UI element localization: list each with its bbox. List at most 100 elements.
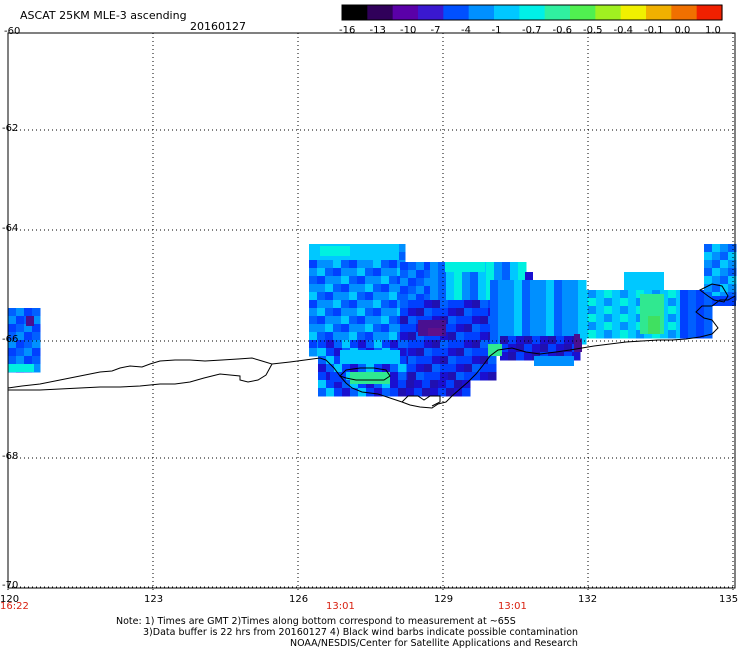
swath-cell <box>333 260 342 269</box>
swath-cell <box>704 284 713 293</box>
swath-cell <box>680 290 689 299</box>
swath-cell <box>408 262 417 271</box>
swath-cell <box>464 324 473 333</box>
swath-cell <box>414 388 423 397</box>
swath-cell <box>588 314 597 323</box>
swath-cell <box>424 286 433 295</box>
colorbar-segment <box>418 5 444 20</box>
swath-cell <box>424 308 433 317</box>
swath-cell <box>373 308 382 317</box>
swath-cell <box>546 280 555 289</box>
swath-cell <box>680 322 689 331</box>
swath-cell <box>514 304 523 313</box>
swath-cell <box>488 372 497 381</box>
swath-cell <box>456 348 465 357</box>
swath-cell <box>408 294 417 303</box>
swath-cell <box>490 296 499 305</box>
swath-cell <box>349 276 358 285</box>
colorbar-label: -0.6 <box>552 25 573 36</box>
coast-inlet-2 <box>401 395 441 407</box>
swath-cell <box>333 308 342 317</box>
swath-cell <box>486 262 495 271</box>
swath-cell <box>556 344 565 353</box>
swath-cell <box>430 286 439 295</box>
swath-cell <box>704 306 713 315</box>
swath-cell <box>454 278 463 287</box>
swath-cell <box>604 306 613 315</box>
lon-label: 132 <box>578 594 598 605</box>
swath-cell <box>32 356 41 365</box>
swath-cell <box>373 276 382 285</box>
swath-cell <box>416 332 425 341</box>
swath-cell <box>546 312 555 321</box>
swath-cell <box>325 324 334 333</box>
swath-cell <box>358 380 367 389</box>
swath-cell <box>416 262 425 271</box>
swath-cell <box>446 278 455 287</box>
swath-cell <box>408 324 417 333</box>
swath-cell <box>688 306 697 315</box>
swath-cell <box>438 388 447 397</box>
swath-cell <box>464 300 473 309</box>
swath-cell <box>381 260 390 269</box>
swath-cell <box>398 340 407 349</box>
swath-cell <box>424 270 433 279</box>
swath-cell <box>480 316 489 325</box>
colorbar-segment <box>342 5 368 20</box>
swath-cell <box>440 332 449 341</box>
swath-cell <box>454 380 463 389</box>
swath-cell <box>506 280 515 289</box>
swath-cell <box>448 372 457 381</box>
swath-cell <box>540 344 549 353</box>
swath-cell <box>456 340 465 349</box>
swath-cell <box>438 278 447 287</box>
swath-cell <box>326 348 335 357</box>
colorbar-label: -16 <box>339 25 356 36</box>
lat-label: -68 <box>2 451 19 462</box>
swath-cell <box>472 324 481 333</box>
swath-cell <box>720 260 729 269</box>
swath-cell <box>488 364 497 373</box>
swath-cell <box>32 340 41 349</box>
time-label: 13:01 <box>326 601 355 612</box>
swath-cell <box>16 324 25 333</box>
coastline-main <box>7 357 273 391</box>
swath-cell <box>448 340 457 349</box>
swath-cell <box>408 332 417 341</box>
swath-cell <box>438 270 447 279</box>
swath-cell <box>486 270 495 279</box>
swath-cell <box>554 320 563 329</box>
swath-cell <box>554 280 563 289</box>
swath-cell <box>514 280 523 289</box>
swath-cell <box>318 356 327 365</box>
swath-cell <box>318 340 327 349</box>
swath-cell <box>438 294 447 303</box>
swath-cell <box>628 298 637 307</box>
lon-label: 129 <box>434 594 454 605</box>
swath-cell <box>588 298 597 307</box>
swath-cell <box>728 268 737 277</box>
swath-cell <box>712 284 721 293</box>
swath-cell <box>570 328 579 337</box>
colorbar-segment <box>570 5 596 20</box>
swath-cell <box>381 300 390 309</box>
swath-cell <box>448 324 457 333</box>
swath-cell <box>554 304 563 313</box>
swath-cell <box>498 328 507 337</box>
swath-cell <box>554 312 563 321</box>
swath-cell <box>357 308 366 317</box>
swath-cell <box>490 320 499 329</box>
swath-cell <box>440 356 449 365</box>
swath-cell <box>318 380 327 389</box>
swath-cell <box>728 260 737 269</box>
swath-cell <box>704 260 713 269</box>
swath-cell <box>373 260 382 269</box>
swath-cell <box>408 348 417 357</box>
swath-cell <box>446 270 455 279</box>
swath-cell <box>514 288 523 297</box>
swath-cell <box>309 300 318 309</box>
swath-cell <box>318 372 327 381</box>
swath-cell <box>416 340 425 349</box>
swath-cell <box>389 276 398 285</box>
swath-cell <box>309 260 318 269</box>
